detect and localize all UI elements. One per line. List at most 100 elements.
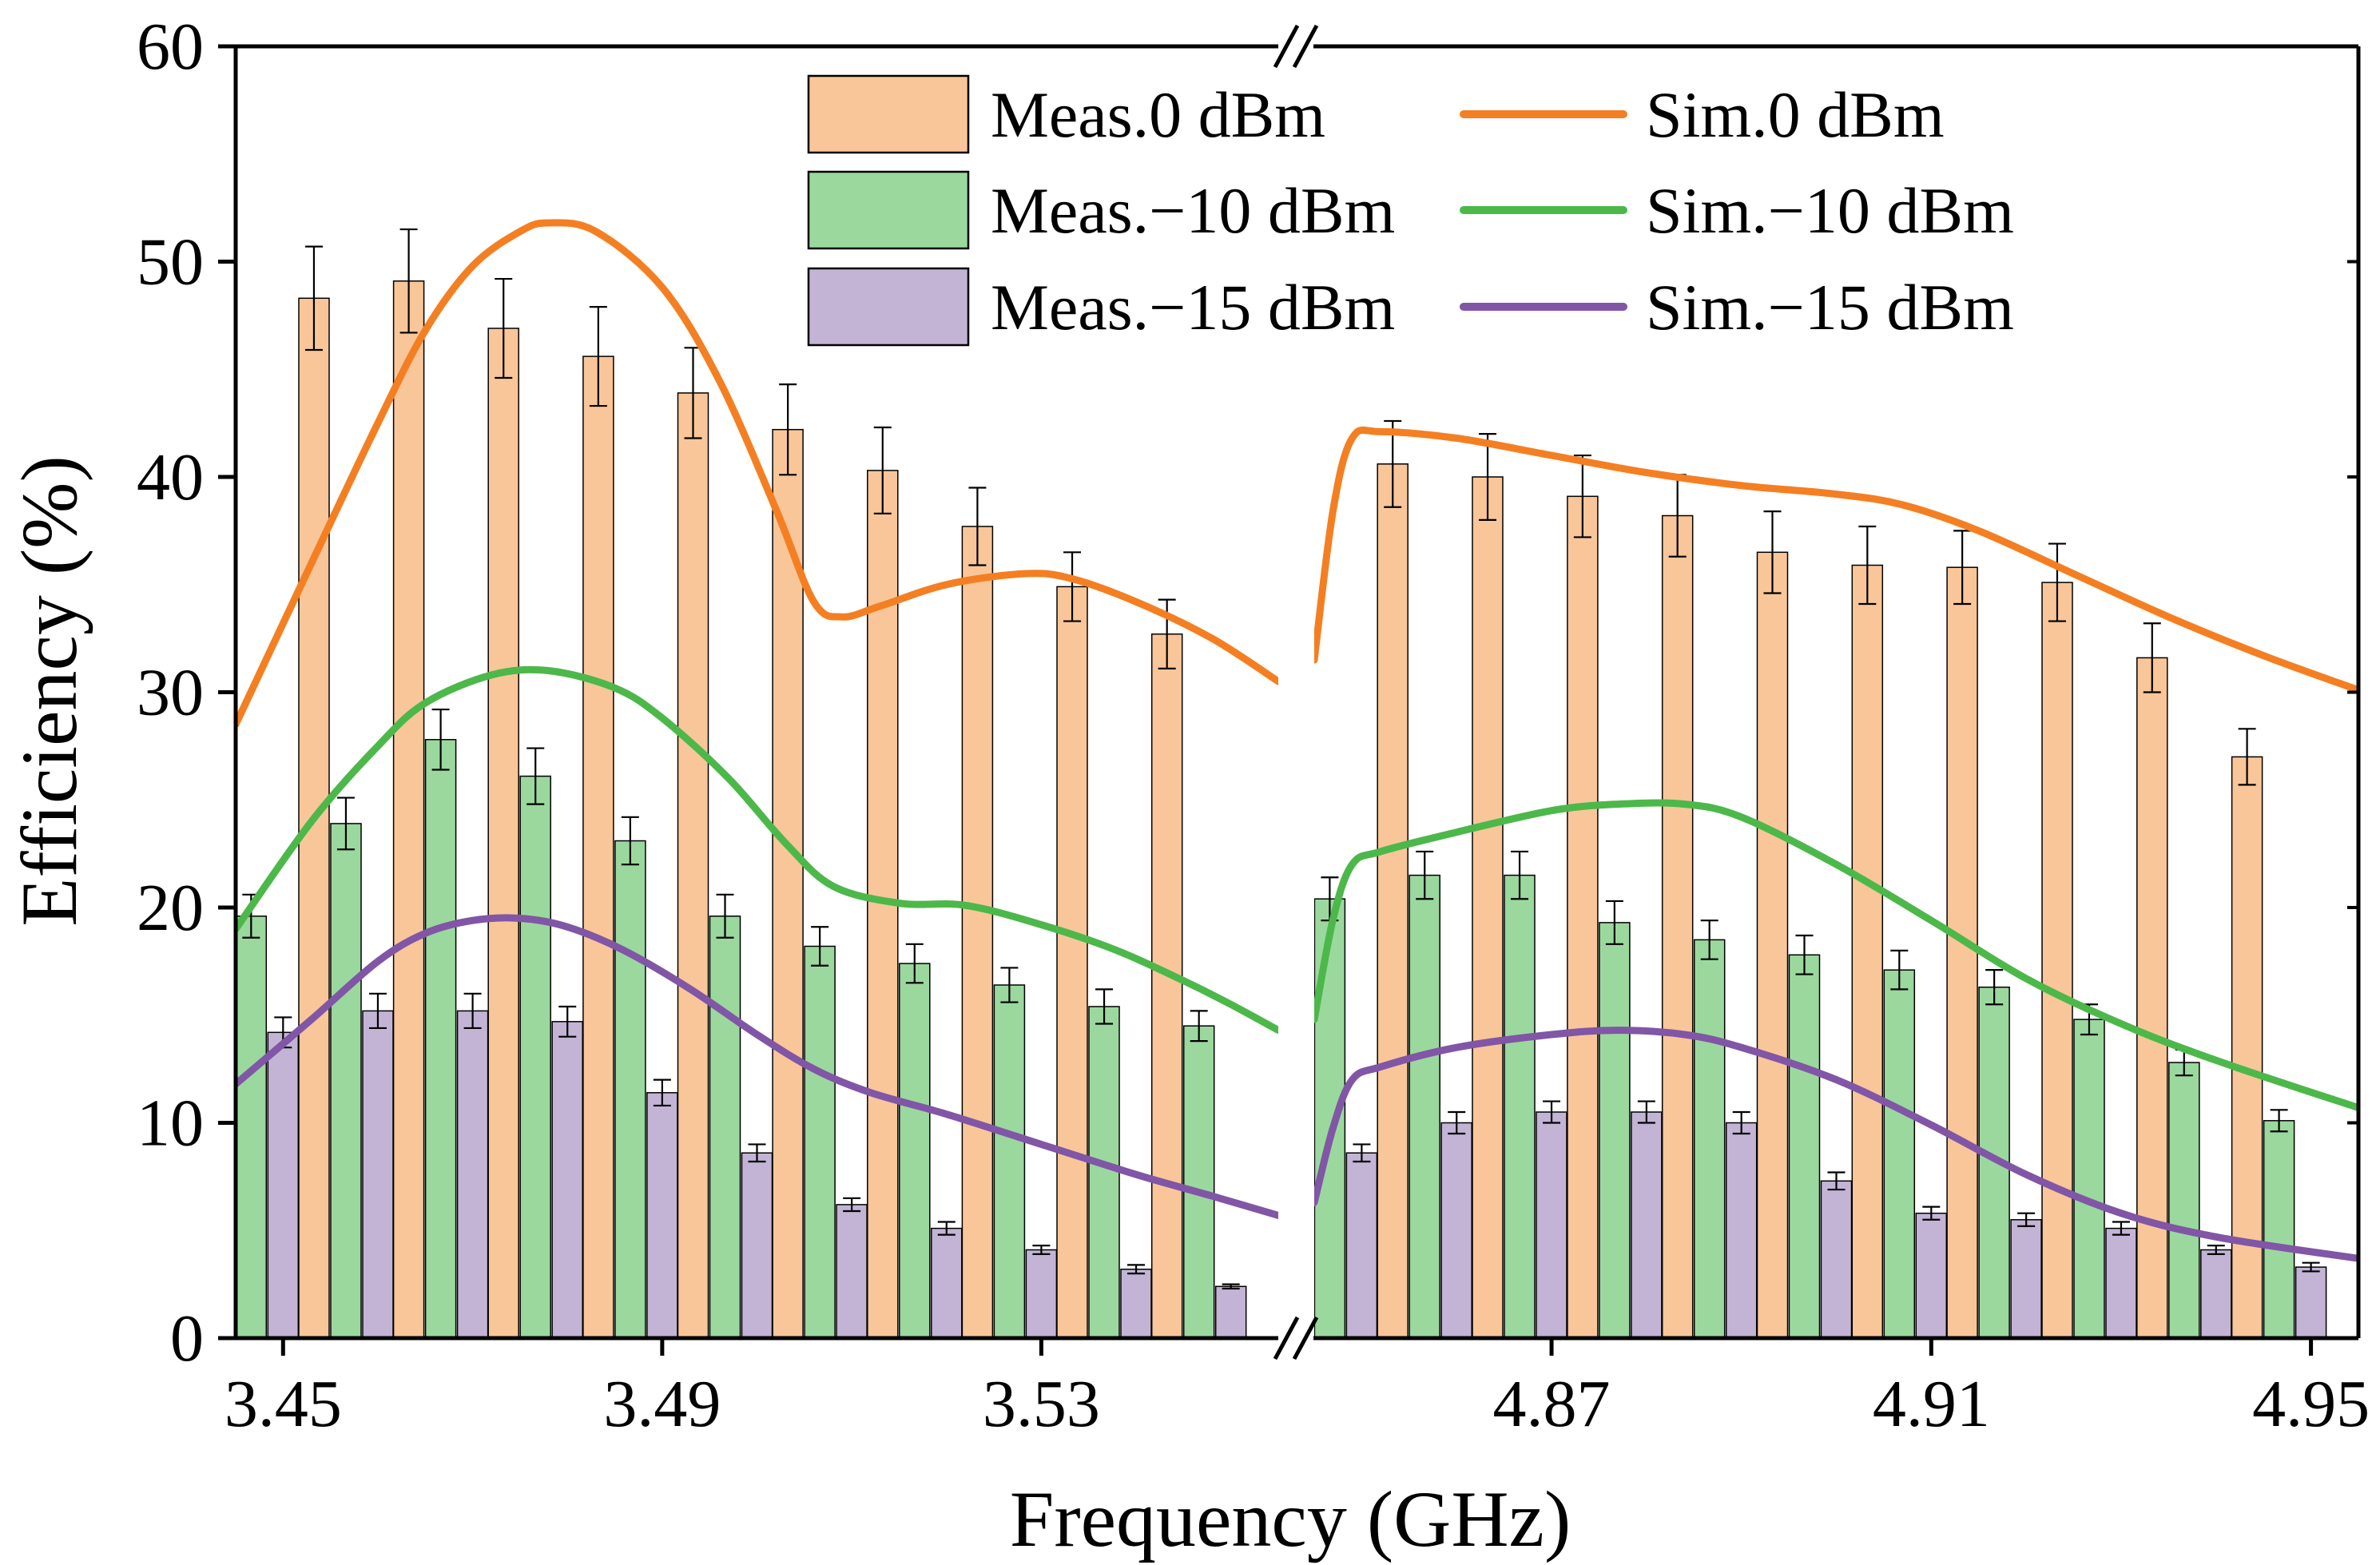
- bar-m15dbm-high-band-6: [1915, 1212, 1948, 1338]
- bar-m15dbm-high-band-4: [1725, 1122, 1758, 1338]
- error-bar-0dbm-high-band-3: [1573, 454, 1591, 538]
- legend-swatch-4: [807, 267, 970, 347]
- legend-swatch-2: [807, 170, 970, 250]
- y-tick-label-1: 10: [137, 1086, 204, 1161]
- x-axis-title: Frequency (GHz): [1010, 1475, 1571, 1563]
- bar-m15dbm-low-band-8: [1025, 1249, 1058, 1338]
- error-bar-0dbm-high-band-0: [1289, 447, 1306, 533]
- error-bar-m15dbm-low-band-3: [558, 1005, 577, 1038]
- error-bar-m10dbm-low-band-1: [336, 796, 355, 851]
- bar-m10dbm-low-band-6: [804, 945, 836, 1338]
- bar-m10dbm-low-band-10: [1182, 1025, 1215, 1338]
- bar-0dbm-high-band-10: [2231, 756, 2263, 1338]
- bar-m15dbm-high-band-10: [2295, 1266, 2327, 1338]
- error-bar-m10dbm-low-band-2: [431, 708, 450, 771]
- error-bar-m10dbm-low-band-7: [905, 943, 924, 984]
- bar-m10dbm-low-band-3: [519, 775, 551, 1338]
- bar-m10dbm-high-band-2: [1504, 874, 1536, 1338]
- bar-m10dbm-low-band-9: [1088, 1006, 1120, 1338]
- error-bar-m15dbm-high-band-3: [1637, 1100, 1655, 1124]
- legend-item-5: Sim.−15 dBm: [1460, 271, 2014, 344]
- axis-break-top: [1273, 24, 1319, 69]
- bar-m15dbm-high-band-8: [2105, 1227, 2137, 1338]
- error-bar-0dbm-high-band-6: [1858, 525, 1877, 606]
- y-axis-title: Efficiency (%): [5, 455, 93, 927]
- legend-item-2: Meas.−10 dBm: [807, 170, 1395, 250]
- bar-0dbm-low-band-9: [1056, 586, 1088, 1338]
- legend: Meas.0 dBm Sim.0 dBm Meas.−10 dBm Sim.−10 d…: [807, 74, 2014, 347]
- bar-m10dbm-low-band-8: [993, 984, 1026, 1338]
- bar-m15dbm-low-band-5: [741, 1152, 773, 1338]
- axes-layer: 3.45 3.49 3.53 4.87 4.91 4.95 0 10 20 30 40 50 60: [137, 10, 2370, 1441]
- legend-label-2: Meas.−10 dBm: [991, 174, 1395, 247]
- bar-0dbm-high-band-9: [2136, 657, 2168, 1338]
- error-bar-m10dbm-high-band-6: [1890, 949, 1909, 991]
- legend-item-0: Meas.0 dBm: [807, 74, 1325, 154]
- error-bar-m15dbm-low-band-1: [368, 992, 387, 1030]
- bar-m10dbm-high-band-1: [1409, 874, 1440, 1338]
- error-bar-m15dbm-low-band-6: [843, 1197, 861, 1213]
- bar-m10dbm-high-band-0: [1314, 898, 1346, 1338]
- error-bar-m10dbm-low-band-8: [1000, 967, 1019, 1003]
- bar-m10dbm-high-band-4: [1693, 939, 1726, 1338]
- error-bar-m10dbm-high-band-4: [1700, 920, 1718, 960]
- bar-m15dbm-low-band-3: [551, 1021, 583, 1338]
- error-bar-0dbm-low-band-8: [968, 487, 987, 566]
- error-bar-m10dbm-high-band-3: [1605, 900, 1623, 945]
- error-bar-m10dbm-low-band-9: [1095, 988, 1114, 1025]
- bar-0dbm-high-band-2: [1472, 476, 1504, 1338]
- sim-line-m15dbm-low-band: [236, 914, 1278, 1219]
- error-bar-m15dbm-low-band-7: [937, 1221, 956, 1236]
- axis-break-bottom: [1273, 1316, 1319, 1360]
- error-bar-0dbm-high-band-10: [2238, 728, 2256, 786]
- legend-item-3: Sim.−10 dBm: [1460, 174, 2014, 247]
- bar-m15dbm-high-band-0: [1345, 1152, 1378, 1338]
- bar-0dbm-low-band-6: [772, 428, 804, 1338]
- legend-label-1: Sim.0 dBm: [1646, 78, 1945, 151]
- x-tick-label-low-band-2: 3.53: [983, 1367, 1100, 1441]
- bar-m10dbm-high-band-3: [1599, 922, 1631, 1338]
- bar-m15dbm-high-band-5: [1820, 1180, 1853, 1338]
- y-tick-label-4: 40: [137, 440, 204, 514]
- x-tick-label-low-band-1: 3.49: [603, 1367, 721, 1441]
- error-bar-0dbm-low-band-3: [495, 277, 513, 379]
- error-bar-0dbm-low-band-4: [589, 305, 607, 407]
- bar-m15dbm-high-band-1: [1440, 1122, 1472, 1338]
- lines-layer: [236, 219, 2358, 1262]
- y-tick-label-2: 20: [137, 871, 204, 945]
- bar-m10dbm-low-band-5: [709, 916, 741, 1338]
- error-bar-m15dbm-high-band-4: [1732, 1110, 1750, 1135]
- x-tick-label-high-band-2: 4.95: [2252, 1367, 2370, 1441]
- error-bar-m10dbm-low-band-5: [716, 893, 734, 939]
- error-bar-m15dbm-high-band-1: [1448, 1110, 1466, 1135]
- bar-m15dbm-high-band-3: [1631, 1111, 1663, 1338]
- bar-m15dbm-low-band-4: [646, 1092, 678, 1338]
- error-bar-m10dbm-high-band-2: [1511, 850, 1529, 900]
- error-bar-m15dbm-low-band-5: [748, 1143, 766, 1163]
- bar-m15dbm-low-band-9: [1120, 1269, 1152, 1338]
- bar-m15dbm-high-band-2: [1536, 1111, 1567, 1338]
- bar-m15dbm-low-band-6: [836, 1204, 868, 1338]
- y-tick-label-0: 0: [170, 1301, 204, 1376]
- bar-0dbm-high-band-5: [1756, 551, 1789, 1338]
- error-bar-0dbm-high-band-5: [1763, 510, 1782, 594]
- legend-label-4: Meas.−15 dBm: [991, 271, 1395, 344]
- legend-label-3: Sim.−10 dBm: [1646, 174, 2014, 247]
- sim-line-m15dbm-high-band: [1314, 1027, 2358, 1262]
- bar-0dbm-high-band-8: [2041, 582, 2073, 1338]
- bar-m10dbm-high-band-8: [2073, 1019, 2105, 1338]
- bar-0dbm-low-band-8: [961, 526, 994, 1338]
- lines-low-band: [236, 219, 1278, 1219]
- bar-m15dbm-low-band-1: [362, 1010, 394, 1338]
- error-bar-0dbm-low-band-2: [399, 228, 418, 334]
- error-bar-m15dbm-high-band-6: [1922, 1206, 1941, 1221]
- error-bar-0dbm-high-band-9: [2143, 622, 2161, 693]
- bar-0dbm-low-band-3: [487, 328, 519, 1338]
- bar-m10dbm-high-band-5: [1788, 954, 1821, 1338]
- error-bar-m15dbm-high-band-10: [2302, 1261, 2320, 1273]
- x-tick-label-high-band-0: 4.87: [1493, 1367, 1611, 1441]
- bar-0dbm-low-band-2: [392, 280, 425, 1338]
- bar-0dbm-high-band-3: [1567, 495, 1599, 1338]
- error-bar-0dbm-low-band-7: [873, 426, 892, 514]
- legend-label-5: Sim.−15 dBm: [1646, 271, 2014, 344]
